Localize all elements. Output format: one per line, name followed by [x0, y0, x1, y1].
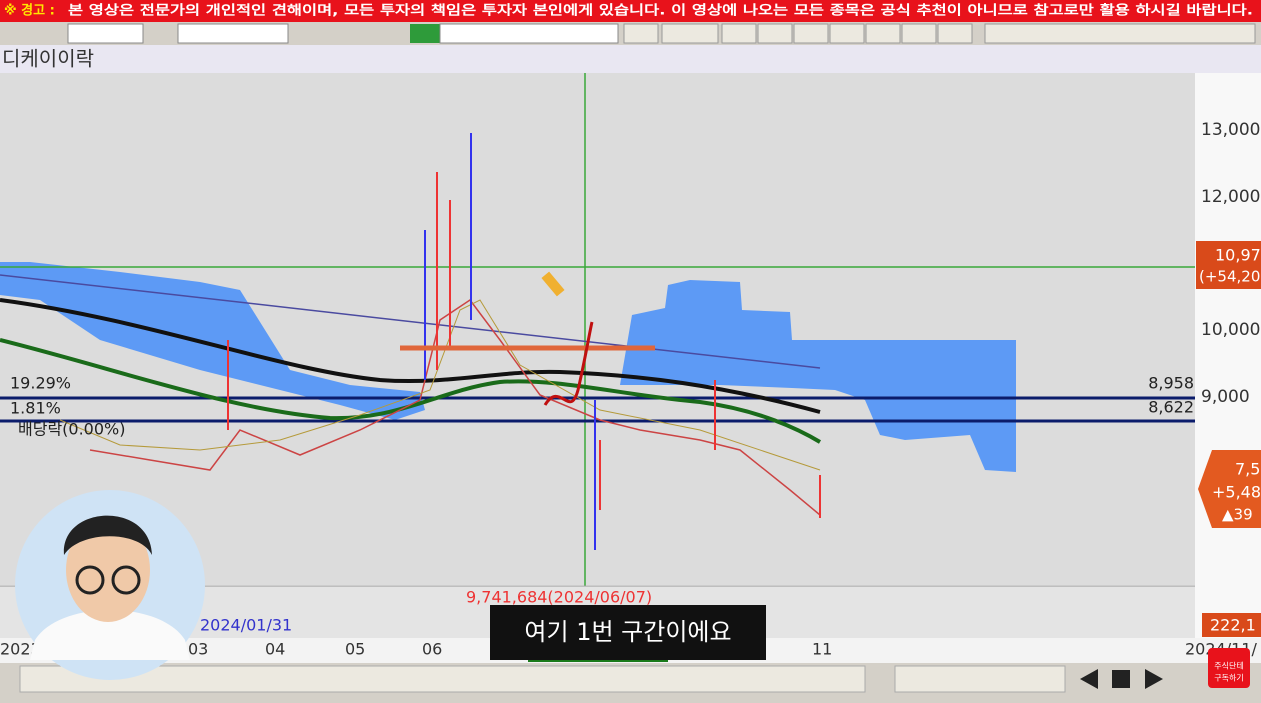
- volume-label: 2024/01/31: [200, 616, 292, 635]
- volume-box-label: 222,1: [1210, 616, 1256, 635]
- volume-box: [1202, 613, 1261, 637]
- price-box-price: 10,97: [1215, 246, 1261, 265]
- subscribe-label: 주식단테: [1214, 661, 1243, 671]
- pencil-icon: [541, 271, 565, 297]
- pen-mark: [543, 321, 594, 406]
- presenter-shirt: [30, 610, 190, 660]
- toolbar-badge: [410, 24, 440, 43]
- price-axis-label: 10,000: [1201, 320, 1260, 340]
- price-axis-label: 13,000: [1201, 120, 1260, 140]
- price-axis-label: 12,000: [1201, 187, 1260, 207]
- current-volume: ▲39: [1222, 506, 1253, 524]
- current-price: 7,51: [1235, 460, 1261, 479]
- current-change: +5,48: [1212, 483, 1261, 502]
- presenter-face: [66, 518, 150, 622]
- level-label: 8,958: [1148, 374, 1194, 393]
- presenter-glasses: [111, 565, 141, 595]
- subscribe-button[interactable]: [1208, 648, 1250, 688]
- x-axis-label: 03: [188, 640, 208, 659]
- subscribe-label: 구독하기: [1214, 673, 1243, 683]
- toolbar-button[interactable]: [757, 23, 793, 44]
- toolbar-button[interactable]: [793, 23, 829, 44]
- stop-button[interactable]: [1112, 670, 1130, 688]
- toolbar-button[interactable]: [721, 23, 757, 44]
- zoom-slider[interactable]: [894, 665, 1066, 693]
- subtitle: 여기 1번 구간이에요: [524, 618, 731, 646]
- moving-average: [0, 298, 821, 414]
- warning-bar: [0, 0, 1261, 22]
- toolbar-field[interactable]: [177, 23, 289, 44]
- x-axis-label: 06: [422, 640, 442, 659]
- toolbar-button[interactable]: [984, 23, 1256, 44]
- toolbar-field[interactable]: [67, 23, 144, 44]
- toolbar-button[interactable]: [937, 23, 973, 44]
- indicator-label: 배당락(0.00%): [18, 420, 125, 439]
- toolbar-button[interactable]: [829, 23, 865, 44]
- cloud: [0, 262, 425, 420]
- toolbar-field[interactable]: [439, 23, 619, 44]
- price-box-change: (+54,20: [1199, 268, 1260, 286]
- scroll-track[interactable]: [19, 665, 866, 693]
- price-axis-label: 9,000: [1201, 387, 1250, 407]
- toolbar-button[interactable]: [661, 23, 719, 44]
- warning-text: 본 영상은 전문가의 개인적인 견해이며, 모든 투자의 책임은 투자자 본인에…: [68, 3, 1253, 19]
- level-label: 8,622: [1148, 398, 1194, 417]
- toolbar-button[interactable]: [901, 23, 937, 44]
- toolbar-button[interactable]: [865, 23, 901, 44]
- price-box: [1196, 241, 1261, 289]
- indicator-label: 19.29%: [10, 374, 71, 393]
- subtitle-box: [490, 605, 766, 660]
- current-box: [1198, 450, 1261, 528]
- trend-line: [0, 274, 821, 369]
- x-axis-label: 04: [265, 640, 285, 659]
- indicator-label: 1.81%: [10, 399, 61, 418]
- cloud: [620, 280, 1016, 472]
- toolbar-button[interactable]: [623, 23, 659, 44]
- x-axis-label: 05: [345, 640, 365, 659]
- toolbar-buttons: [623, 23, 1256, 44]
- candles: [227, 133, 821, 550]
- next-button[interactable]: [1145, 669, 1163, 689]
- presenter-glasses: [75, 565, 105, 595]
- title-bar: [0, 45, 1261, 73]
- moving-average: [0, 338, 822, 444]
- warning-label: ※ 경고 :: [4, 3, 55, 19]
- presenter-hair: [63, 515, 152, 555]
- prev-button[interactable]: [1080, 669, 1098, 689]
- price-axis: [1195, 73, 1261, 663]
- stock-name: 디케이이락: [2, 47, 94, 71]
- x-axis-label: 11: [812, 640, 832, 659]
- volume-label: 9,741,684(2024/06/07): [466, 588, 652, 607]
